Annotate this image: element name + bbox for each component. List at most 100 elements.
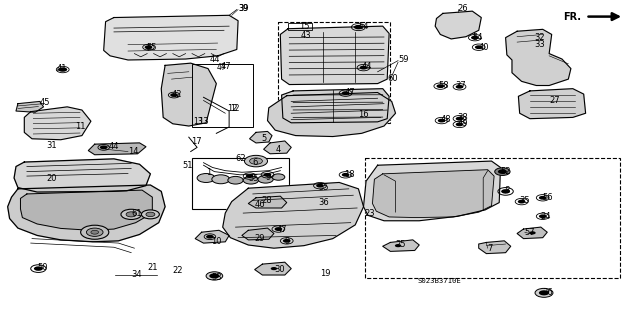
Text: 44: 44 — [362, 62, 372, 71]
Text: 52: 52 — [500, 167, 511, 176]
Text: 9: 9 — [266, 173, 271, 182]
Circle shape — [275, 227, 282, 231]
Polygon shape — [255, 262, 291, 275]
Text: 55: 55 — [248, 174, 259, 182]
Circle shape — [395, 244, 401, 247]
Text: 50: 50 — [37, 263, 47, 272]
Text: 39: 39 — [238, 4, 249, 13]
Text: 13: 13 — [198, 117, 209, 126]
Text: 59: 59 — [398, 56, 408, 64]
Circle shape — [228, 176, 243, 184]
Polygon shape — [223, 182, 364, 248]
Circle shape — [475, 45, 483, 49]
Text: 37: 37 — [456, 81, 467, 90]
Polygon shape — [364, 161, 500, 221]
Circle shape — [456, 85, 463, 89]
Polygon shape — [16, 101, 44, 112]
Polygon shape — [506, 29, 571, 85]
Polygon shape — [88, 143, 146, 155]
Circle shape — [271, 267, 277, 270]
Bar — [365, 158, 620, 278]
Text: 47: 47 — [276, 225, 287, 234]
Circle shape — [209, 273, 220, 278]
Polygon shape — [20, 190, 152, 230]
Bar — [278, 22, 390, 123]
Circle shape — [471, 36, 479, 40]
Text: 18: 18 — [344, 170, 355, 179]
Circle shape — [498, 169, 507, 174]
Circle shape — [456, 117, 463, 121]
Polygon shape — [242, 228, 274, 240]
Text: 27: 27 — [549, 96, 560, 105]
Polygon shape — [24, 107, 91, 140]
Circle shape — [121, 209, 141, 219]
Circle shape — [206, 235, 214, 239]
Circle shape — [100, 145, 108, 149]
Text: 44: 44 — [109, 142, 119, 151]
Circle shape — [170, 93, 178, 97]
Text: 44: 44 — [210, 55, 220, 63]
Text: 43: 43 — [301, 31, 312, 40]
Text: 5: 5 — [261, 134, 266, 143]
Circle shape — [436, 84, 444, 88]
Circle shape — [272, 174, 285, 180]
Text: 48: 48 — [440, 115, 451, 124]
Circle shape — [501, 189, 510, 194]
Bar — [192, 158, 289, 209]
Text: 47: 47 — [344, 88, 355, 97]
Circle shape — [244, 155, 268, 167]
Circle shape — [126, 212, 136, 217]
Circle shape — [518, 200, 525, 204]
Text: 36: 36 — [319, 198, 330, 207]
Text: 41: 41 — [56, 64, 67, 73]
Text: 24: 24 — [541, 212, 551, 221]
Circle shape — [145, 45, 152, 49]
Text: 10: 10 — [211, 237, 221, 246]
Text: 32: 32 — [534, 33, 545, 42]
Polygon shape — [517, 227, 547, 239]
Text: 6: 6 — [253, 158, 258, 167]
Text: 54: 54 — [472, 33, 483, 42]
Text: 47: 47 — [216, 63, 226, 72]
Text: 45: 45 — [40, 98, 50, 107]
Text: 20: 20 — [46, 174, 56, 183]
Text: 17: 17 — [191, 137, 202, 146]
Polygon shape — [479, 241, 511, 254]
Circle shape — [91, 230, 99, 234]
Circle shape — [438, 119, 445, 122]
Circle shape — [146, 212, 155, 217]
Circle shape — [456, 122, 463, 126]
Text: 49: 49 — [458, 119, 468, 128]
Circle shape — [264, 173, 271, 177]
Polygon shape — [8, 185, 165, 242]
Text: 7: 7 — [488, 244, 493, 253]
Circle shape — [342, 173, 349, 177]
Text: 36: 36 — [543, 288, 554, 297]
Polygon shape — [268, 93, 396, 137]
Polygon shape — [518, 89, 586, 119]
Polygon shape — [435, 11, 481, 39]
Text: 23: 23 — [365, 209, 376, 218]
Circle shape — [212, 175, 230, 184]
Polygon shape — [104, 15, 238, 60]
Text: 29: 29 — [255, 234, 265, 243]
Text: 57: 57 — [525, 228, 536, 237]
Text: 26: 26 — [458, 4, 468, 13]
Text: 25: 25 — [396, 241, 406, 249]
Polygon shape — [195, 230, 229, 243]
Text: 9: 9 — [285, 237, 290, 246]
Text: 55: 55 — [146, 43, 156, 52]
Circle shape — [197, 174, 215, 182]
Polygon shape — [250, 131, 272, 143]
Text: 21: 21 — [147, 263, 157, 272]
Text: 42: 42 — [172, 90, 182, 99]
Circle shape — [354, 25, 363, 29]
Polygon shape — [282, 89, 389, 123]
Circle shape — [206, 272, 223, 280]
Bar — [288, 23, 312, 30]
Polygon shape — [14, 159, 150, 192]
Circle shape — [316, 184, 324, 188]
Text: 31: 31 — [46, 141, 57, 150]
Text: 4: 4 — [275, 145, 280, 154]
Polygon shape — [264, 141, 291, 154]
